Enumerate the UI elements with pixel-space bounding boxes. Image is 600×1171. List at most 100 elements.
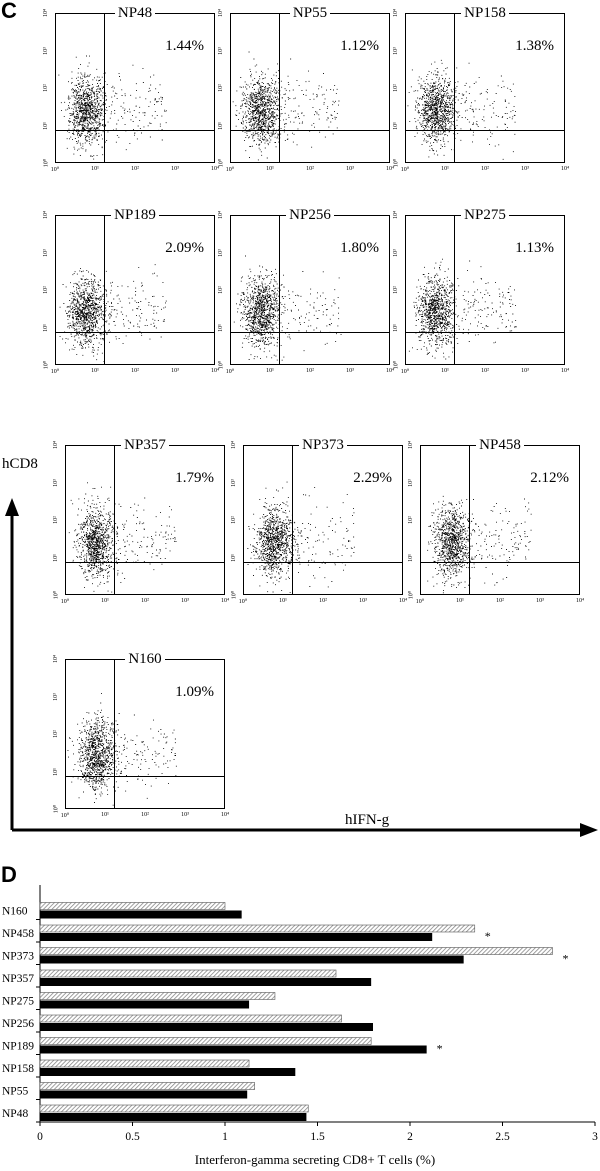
quadrant-gate-vertical (114, 446, 115, 594)
scatter-dots (233, 255, 342, 361)
x-tick-label: 0.5 (125, 1131, 140, 1143)
y-tick-label: 10² (217, 286, 224, 294)
y-tick-label: 10⁰ (393, 360, 400, 370)
quadrant-percent: 1.12% (340, 38, 379, 54)
x-tick-label: 10³ (521, 166, 529, 172)
x-tick-label: 10¹ (91, 166, 99, 172)
scatter-dots (67, 692, 177, 806)
x-tick-label: 10⁰ (415, 599, 425, 605)
x-tick-label: 10¹ (101, 812, 109, 818)
x-tick-label: 10¹ (441, 368, 449, 374)
bar-hatched (39, 1014, 342, 1023)
x-tick-label: 10² (306, 368, 314, 374)
plot-title: NP256 (231, 207, 389, 223)
x-tick-label: 10⁰ (225, 369, 235, 375)
quadrant-gate-horizontal (406, 130, 564, 131)
y-tick-label: 10⁴ (43, 8, 50, 18)
y-tick-label: 10⁰ (393, 158, 400, 168)
x-tick-label: 10⁴ (575, 598, 585, 604)
x-tick-label: 10¹ (441, 166, 449, 172)
plot-title-text: NP158 (461, 5, 509, 21)
flow-plot-np48: NP48 1.44% 10⁰ 10⁰ 10¹ 10¹ 10² 10² 10³ 10³ 10⁴ 10⁴ (40, 5, 220, 180)
y-tick-label: 10⁰ (218, 360, 225, 370)
x-tick-label: 10³ (359, 598, 367, 604)
quadrant-gate-horizontal (66, 562, 224, 563)
quadrant-gate-vertical (104, 14, 105, 162)
y-tick-label: 10³ (42, 248, 49, 257)
significance-marker: * (437, 1042, 443, 1056)
bar-hatched (39, 992, 276, 1000)
x-tick-label: 10¹ (91, 368, 99, 374)
bar-solid (40, 1023, 373, 1031)
x-tick-label: 10² (319, 598, 327, 604)
y-tick-label: 10² (42, 84, 49, 92)
plot-title-text: NP373 (299, 437, 347, 453)
y-tick-label: 10⁴ (393, 210, 400, 220)
bar-solid (40, 910, 242, 919)
y-tick-label: 10³ (217, 46, 224, 55)
x-tick-label: 10² (141, 598, 149, 604)
y-tick-label: 10³ (392, 248, 399, 257)
x-tick-label: 10¹ (101, 598, 109, 604)
x-tick-label: 1.5 (310, 1131, 325, 1143)
cell-events (59, 264, 167, 362)
quadrant-gate-horizontal (56, 130, 214, 131)
x-tick-label: 10² (481, 166, 489, 172)
cell-events (58, 55, 167, 160)
x-tick-label: 10⁰ (50, 167, 60, 173)
flow-plot-frame: NP373 2.29% (243, 437, 403, 595)
y-tick-label: 10³ (42, 46, 49, 55)
x-tick-label: 10² (306, 166, 314, 172)
x-tick-label: 10² (131, 368, 139, 374)
quadrant-percent: 1.38% (515, 38, 554, 54)
x-tick-label: 10⁴ (560, 368, 570, 374)
bar-solid (40, 955, 464, 964)
flow-plot-np256: NP256 1.80% 10⁰ 10⁰ 10¹ 10¹ 10² 10² 10³ 10³ 10⁴ 10⁴ (215, 207, 395, 382)
x-tick-label: 10³ (346, 166, 354, 172)
x-tick-label: 10⁰ (225, 167, 235, 173)
x-tick-label: 10¹ (266, 166, 274, 172)
x-tick-label: 1 (222, 1131, 228, 1143)
x-tick-label: 10³ (521, 368, 529, 374)
bar-hatched (39, 1082, 255, 1090)
flow-plot-frame: N160 1.09% (65, 651, 225, 809)
x-axis-title: Interferon-gamma secreting CD8+ T cells … (195, 1152, 435, 1167)
significance-marker: * (562, 952, 568, 966)
plot-title: NP458 (421, 437, 579, 453)
plot-title: NP189 (56, 207, 214, 223)
flow-plot-frame: NP55 1.12% (230, 5, 390, 163)
bar-hatched (39, 969, 337, 978)
x-tick-label: 10² (131, 166, 139, 172)
category-label: NP48 (2, 1108, 28, 1120)
y-tick-label: 10¹ (392, 323, 399, 332)
flow-plot-np55: NP55 1.12% 10⁰ 10⁰ 10¹ 10¹ 10² 10² 10³ 10³ 10⁴ 10⁴ (215, 5, 395, 180)
y-tick-label: 10⁰ (43, 360, 50, 370)
x-tick-label: 2.5 (495, 1131, 510, 1143)
category-label: N160 (2, 906, 28, 918)
bar-solid (40, 978, 372, 986)
bar-hatched (39, 1104, 309, 1113)
category-label: NP373 (2, 951, 34, 963)
quadrant-percent: 1.44% (165, 38, 204, 54)
flow-plot-frame: NP189 2.09% (55, 207, 215, 365)
x-tick-label: 10² (481, 368, 489, 374)
plot-title: NP373 (244, 437, 402, 453)
bar-chart: NP48 NP55 NP158 NP189 * NP256 NP275 NP357 NP373 *… (2, 885, 598, 1167)
plot-title: NP55 (231, 5, 389, 21)
category-label: NP55 (2, 1086, 28, 1098)
scatter-dots (408, 258, 517, 360)
flow-plot-np373: NP373 2.29% 10⁰ 10⁰ 10¹ 10¹ 10² 10² 10³ 10³ 10⁴ 10⁴ (228, 437, 408, 612)
quadrant-gate-horizontal (406, 332, 564, 333)
scatter-dots (58, 55, 167, 160)
x-tick-label: 3 (592, 1131, 598, 1143)
quadrant-percent: 1.80% (340, 240, 379, 256)
y-tick-label: 10³ (217, 248, 224, 257)
y-tick-label: 10² (42, 286, 49, 294)
bar-solid (40, 1090, 248, 1099)
y-tick-label: 10² (392, 84, 399, 92)
category-label: NP458 (2, 928, 34, 940)
plot-title: NP158 (406, 5, 564, 21)
bar-solid (40, 1068, 296, 1076)
y-tick-label: 10¹ (42, 121, 49, 130)
plot-title-text: NP256 (286, 207, 334, 223)
